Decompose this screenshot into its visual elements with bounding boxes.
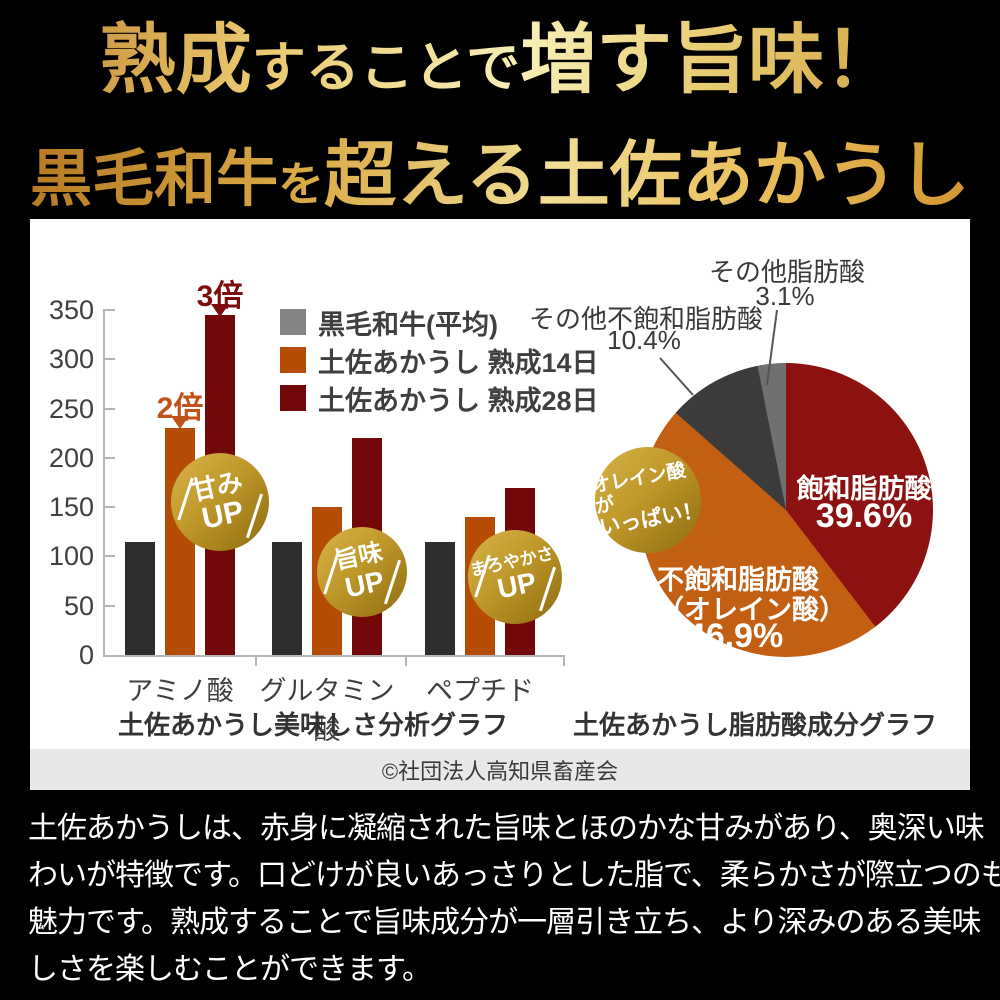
y-axis-tick	[103, 506, 115, 509]
legend-label: 土佐あかうし 熟成28日	[318, 385, 599, 416]
description-line: 土佐あかうしは、赤身に凝縮された旨味とほのかな甘みがあり、奥深い味	[28, 812, 985, 845]
legend-row: 土佐あかうし 熟成28日	[280, 379, 599, 417]
pie-callout-lines	[659, 309, 778, 396]
bar-chart-legend: 黒毛和牛(平均) 土佐あかうし 熟成14日 土佐あかうし 熟成28日	[280, 303, 599, 417]
bar	[425, 541, 455, 655]
pie-label-other-unsaturated: その他不飽和脂肪酸	[528, 304, 763, 334]
header-title-line1: 熟成することで増す旨味！	[0, 14, 1000, 127]
header-text-segment: することで	[251, 35, 521, 99]
y-tick-label: 250	[48, 393, 94, 424]
y-tick-label: 200	[48, 442, 94, 473]
y-axis-tick	[103, 358, 115, 361]
legend-label: 土佐あかうし 熟成14日	[318, 347, 599, 378]
pie-chart-caption: 土佐あかうし脂肪酸成分グラフ	[572, 710, 937, 740]
y-axis-tick	[103, 456, 115, 459]
header-text-segment: 黒毛和牛	[30, 142, 279, 215]
badge-oleic-acid: オレイン酸が いっぱい！	[590, 447, 705, 553]
y-tick-label: 100	[48, 541, 94, 572]
legend-swatch	[280, 347, 306, 373]
header-text-segment: を	[278, 157, 325, 211]
header-text-segment: 土佐あかうし	[537, 132, 970, 217]
y-axis-tick	[103, 309, 115, 312]
pie-label-unsaturated-2: （オレイン酸）	[657, 595, 846, 625]
x-axis-line	[103, 655, 565, 657]
y-tick-label: 150	[48, 492, 94, 523]
y-axis-line	[103, 309, 105, 657]
badge-maroyakasa-up: まろやかさ UP	[468, 530, 562, 624]
description-paragraph: 土佐あかうしは、赤身に凝縮された旨味とほのかな甘みがあり、奥深い味 わいが特徴です…	[0, 790, 1000, 1000]
pie-value-unsaturated: 46.9%	[686, 617, 784, 655]
x-category-label: アミノ酸	[126, 676, 234, 706]
y-axis-tick	[103, 407, 115, 410]
pie-value-other-unsaturated: 10.4%	[607, 325, 681, 355]
y-tick-label: 0	[78, 640, 94, 670]
pie-value-saturated: 39.6%	[815, 497, 913, 535]
description-line: わいが特徴です。口どけが良いあっさりとした脂で、柔らかさが際立つのも	[28, 859, 1000, 892]
header-text-segment: 超える	[324, 132, 538, 217]
annotation-3x-arrow-icon	[211, 304, 229, 317]
bar-chart-caption: 土佐あかうし美味しさ分析グラフ	[117, 710, 508, 740]
bar	[272, 541, 302, 655]
pie-label-saturated: 飽和脂肪酸	[796, 474, 932, 504]
legend-row: 黒毛和牛(平均)	[280, 303, 599, 341]
x-axis-tick	[405, 657, 407, 666]
bar-chart: 0 50 100 150 200 250 300 350 アミノ酸 グルタミン酸 ペプチド 黒毛和牛…	[30, 219, 599, 749]
annotation-2x-arrow-icon	[171, 416, 189, 429]
legend-label: 黒毛和牛(平均)	[318, 309, 498, 340]
y-axis-tick	[103, 604, 115, 607]
legend-swatch	[280, 385, 306, 411]
x-axis-tick	[255, 657, 257, 666]
credit-text: ©社団法人高知県畜産会	[381, 758, 619, 784]
badge-umami-up: 旨味 UP	[317, 527, 407, 617]
pie-label-unsaturated-1: 不飽和脂肪酸	[657, 565, 819, 595]
x-category-label: ペプチド	[426, 676, 534, 706]
chart-panel: 0 50 100 150 200 250 300 350 アミノ酸 グルタミン酸 ペプチド 黒毛和牛…	[30, 219, 970, 749]
pie-label-other-fatty-acid: その他脂肪酸	[708, 257, 865, 287]
header-text-segment: 熟成	[99, 15, 252, 104]
legend-swatch	[280, 309, 306, 335]
legend-row: 土佐あかうし 熟成14日	[280, 341, 599, 379]
y-tick-label: 300	[48, 344, 94, 375]
y-tick-label: 50	[63, 590, 94, 621]
bar	[125, 541, 155, 655]
y-tick-label: 350	[48, 295, 94, 326]
pie-value-other-fatty-acid: 3.1%	[755, 281, 815, 311]
credit-bar: ©社団法人高知県畜産会	[30, 749, 970, 790]
header-text-segment: 増す旨味！	[520, 15, 901, 104]
x-axis-tick	[563, 657, 565, 666]
header: 熟成することで増す旨味！ 黒毛和牛を超える土佐あかうし	[0, 0, 1000, 219]
x-category-label: グルタミン酸	[259, 676, 395, 745]
description-line: しさを楽しむことができます。	[28, 953, 432, 986]
badge-amami-up: 甘み UP	[171, 453, 269, 551]
description-line: 魅力です。熟成することで旨味成分が一層引き立ち、より深みのある美味	[28, 906, 982, 939]
y-axis-tick	[103, 555, 115, 558]
